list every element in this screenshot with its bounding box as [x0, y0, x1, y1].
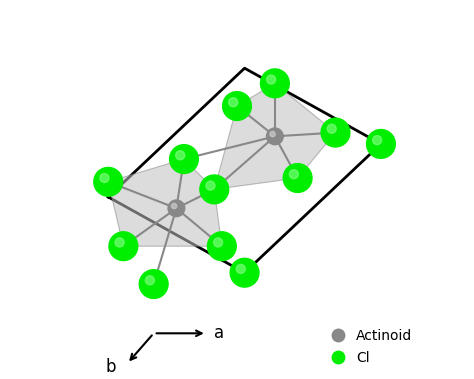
Circle shape: [283, 164, 312, 193]
Circle shape: [200, 175, 228, 204]
Circle shape: [223, 92, 251, 121]
Text: b: b: [105, 359, 116, 376]
Circle shape: [266, 128, 283, 145]
Circle shape: [270, 132, 275, 137]
Circle shape: [266, 75, 276, 84]
Circle shape: [208, 232, 236, 261]
Circle shape: [327, 124, 336, 133]
Circle shape: [366, 130, 395, 158]
Polygon shape: [108, 159, 222, 246]
Circle shape: [172, 204, 177, 209]
Circle shape: [373, 136, 382, 145]
Polygon shape: [214, 83, 336, 190]
Circle shape: [109, 232, 138, 261]
Circle shape: [289, 170, 298, 179]
Circle shape: [139, 270, 168, 298]
Circle shape: [146, 276, 155, 285]
Circle shape: [168, 200, 185, 217]
Circle shape: [230, 258, 259, 287]
Circle shape: [228, 98, 238, 107]
Circle shape: [170, 145, 198, 174]
Circle shape: [94, 168, 123, 196]
Circle shape: [321, 118, 350, 147]
Circle shape: [115, 238, 124, 247]
Circle shape: [236, 265, 246, 274]
Circle shape: [100, 174, 109, 183]
Circle shape: [206, 181, 215, 190]
Circle shape: [261, 69, 289, 98]
Legend: Actinoid, Cl: Actinoid, Cl: [318, 322, 419, 372]
Circle shape: [176, 151, 185, 160]
Circle shape: [213, 238, 223, 247]
Text: a: a: [214, 324, 224, 342]
